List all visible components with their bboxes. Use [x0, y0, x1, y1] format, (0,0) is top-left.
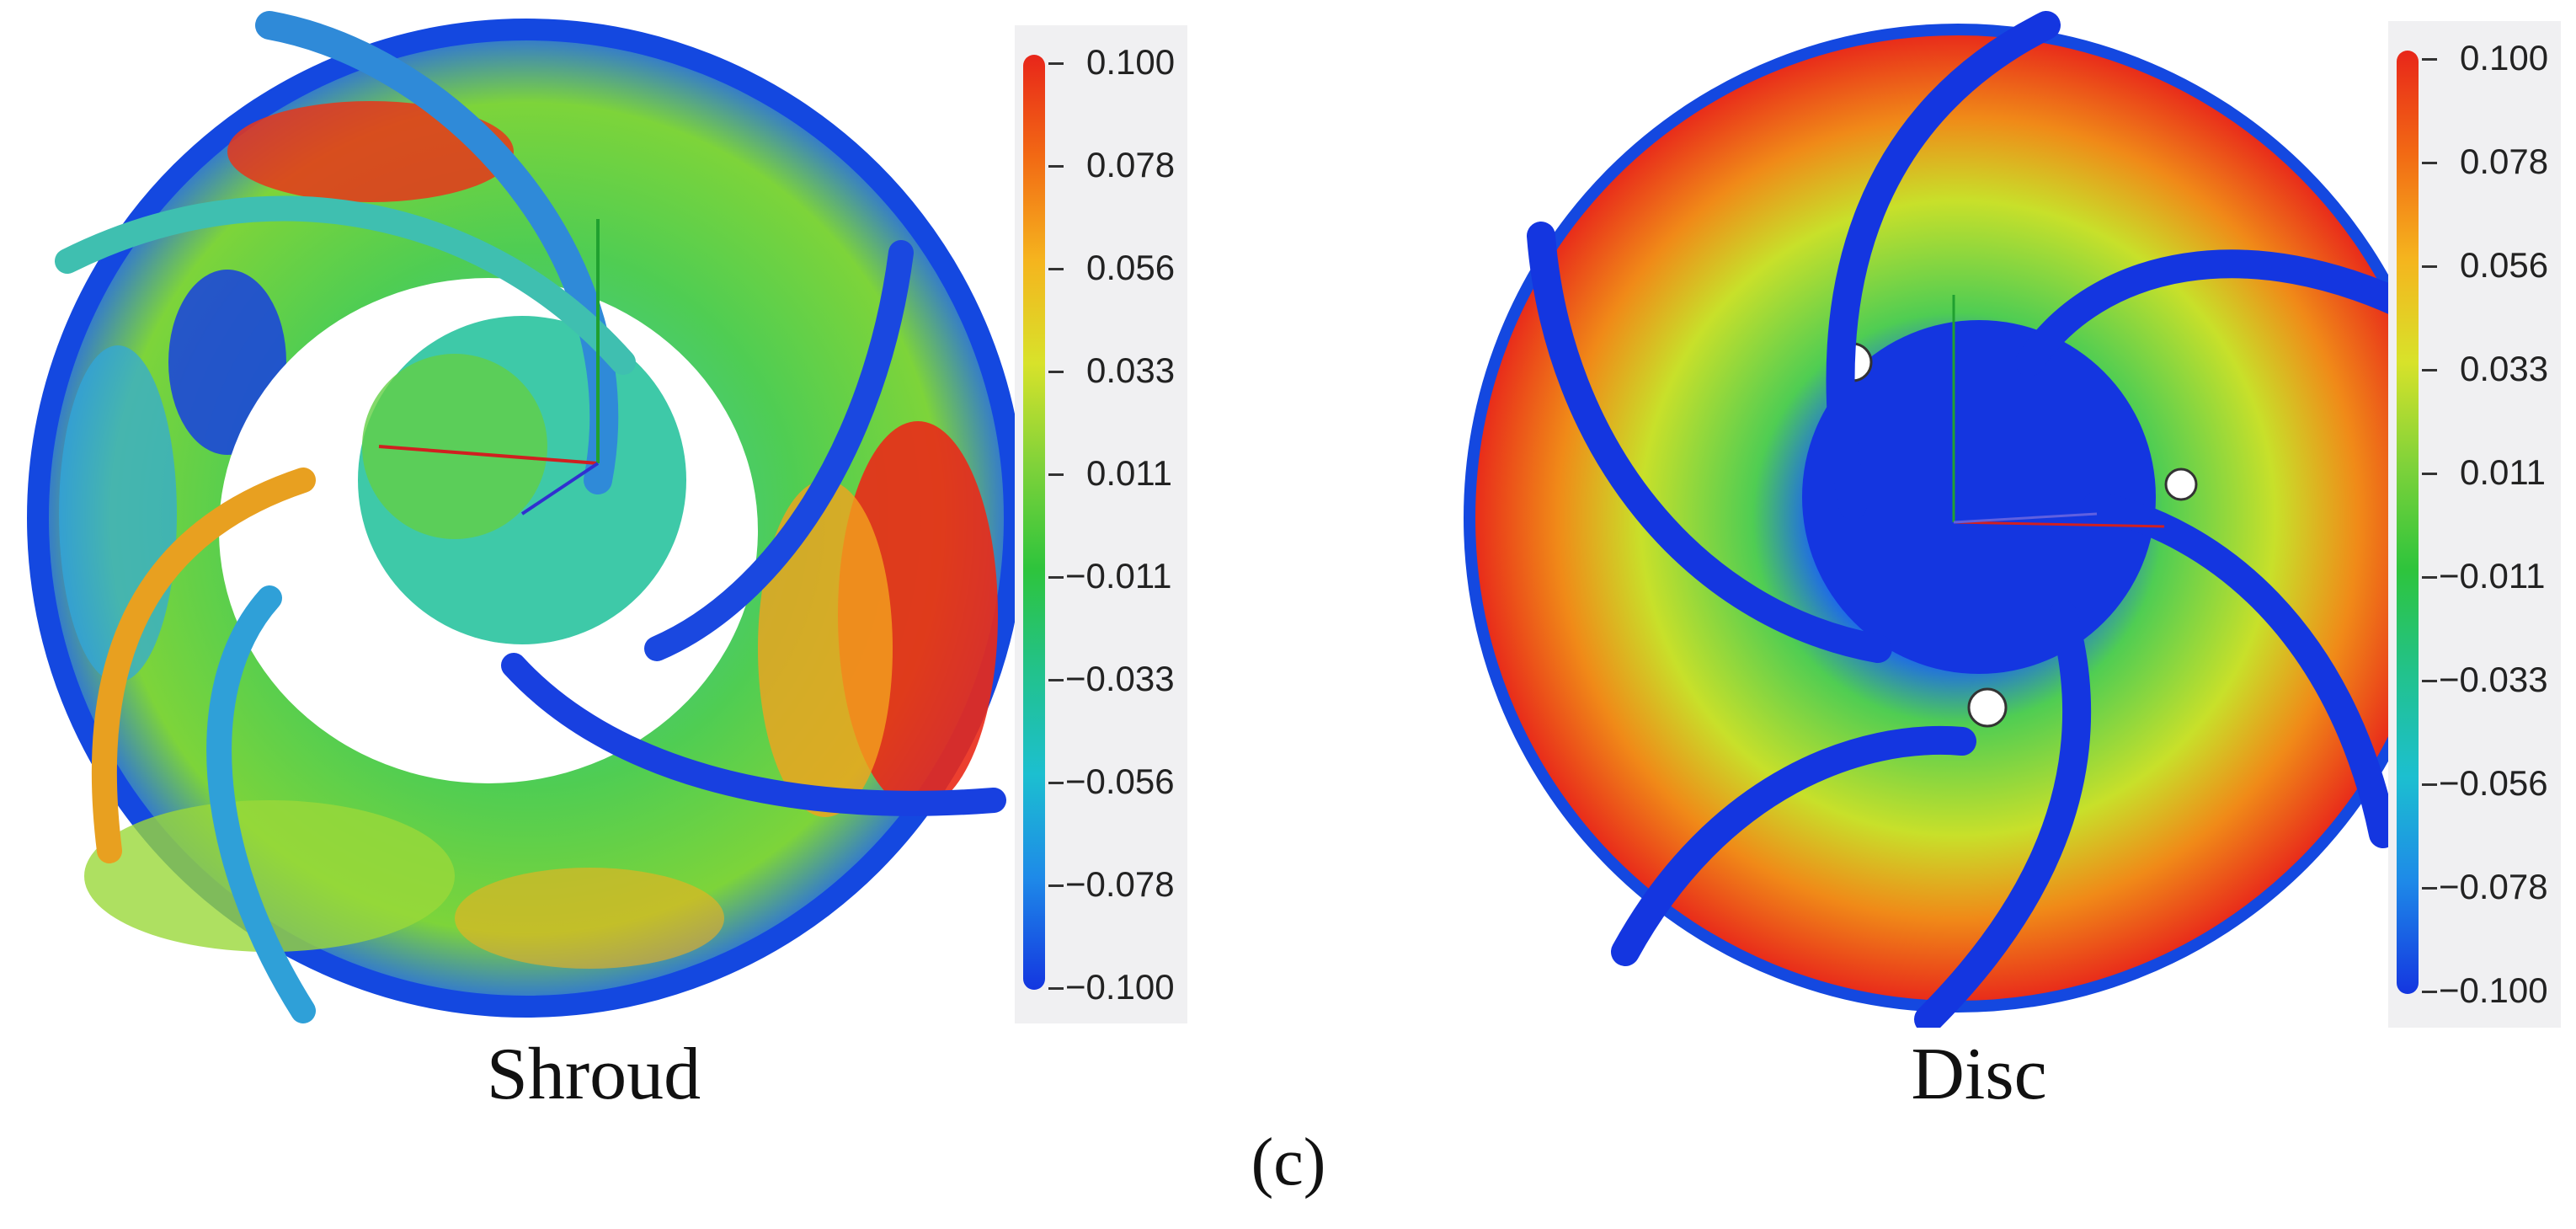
disc-colorbar-tick-9: −0.100	[2439, 970, 2548, 1010]
shroud-colorbar-tick-9: −0.100	[1065, 967, 1175, 1007]
disc-blades	[1527, 11, 2431, 1028]
disc-colorbar-tick-8: −0.078	[2439, 867, 2548, 906]
disc-deviation-map	[1464, 11, 2452, 1028]
disc-colorbar-tick-7: −0.056	[2439, 763, 2548, 803]
shroud-colorbar-tick-3: 0.033	[1086, 350, 1176, 390]
disc-axis-triad	[1952, 295, 2165, 528]
shroud-deviation-map	[27, 11, 1026, 1023]
disc-colorbar-tick-5: −0.011	[2439, 556, 2546, 596]
disc-colorbar-tick-3: 0.033	[2460, 349, 2549, 388]
shroud-axis-triad	[378, 219, 600, 516]
shroud-colorbar-tick-1: 0.078	[1086, 145, 1176, 184]
disc-colorbar-tick-2: 0.056	[2460, 245, 2549, 285]
shroud-colorbar-tick-6: −0.033	[1065, 659, 1175, 698]
shroud-caption: Shroud	[486, 1034, 701, 1115]
disc-panel: 0.100 0.078 0.056 0.033 0.011 −0.011 −0.…	[1347, 0, 2576, 1129]
shroud-panel: 0.100 0.078 0.056 0.033 0.011 −0.011 −0.…	[0, 0, 1229, 1129]
disc-colorbar-tick-1: 0.078	[2460, 142, 2549, 181]
disc-colorbar-tick-0: 0.100	[2460, 38, 2549, 77]
shroud-colorbar-tick-0: 0.100	[1086, 42, 1176, 82]
shroud-colorbar-tick-8: −0.078	[1065, 864, 1175, 904]
shroud-colorbar-tick-4: 0.011	[1086, 453, 1172, 493]
figure-label: (c)	[1251, 1125, 1326, 1200]
disc-hub	[1802, 320, 2156, 674]
shroud-colorbar-gradient	[1023, 55, 1045, 990]
disc-colorbar-gradient	[2397, 51, 2419, 994]
disc-balance-hole	[2164, 468, 2198, 501]
disc-caption: Disc	[1911, 1034, 2047, 1115]
shroud-colorbar: 0.100 0.078 0.056 0.033 0.011 −0.011 −0.…	[1015, 25, 1187, 1023]
disc-balance-hole	[1967, 687, 2008, 728]
disc-colorbar-tick-4: 0.011	[2460, 452, 2546, 492]
disc-colorbar-tick-6: −0.033	[2439, 660, 2548, 699]
disc-colorbar: 0.100 0.078 0.056 0.033 0.011 −0.011 −0.…	[2388, 21, 2561, 1028]
shroud-blades	[55, 11, 1006, 1023]
shroud-colorbar-tick-7: −0.056	[1065, 761, 1175, 801]
shroud-colorbar-tick-2: 0.056	[1086, 248, 1176, 287]
shroud-colorbar-tick-5: −0.011	[1065, 556, 1172, 596]
